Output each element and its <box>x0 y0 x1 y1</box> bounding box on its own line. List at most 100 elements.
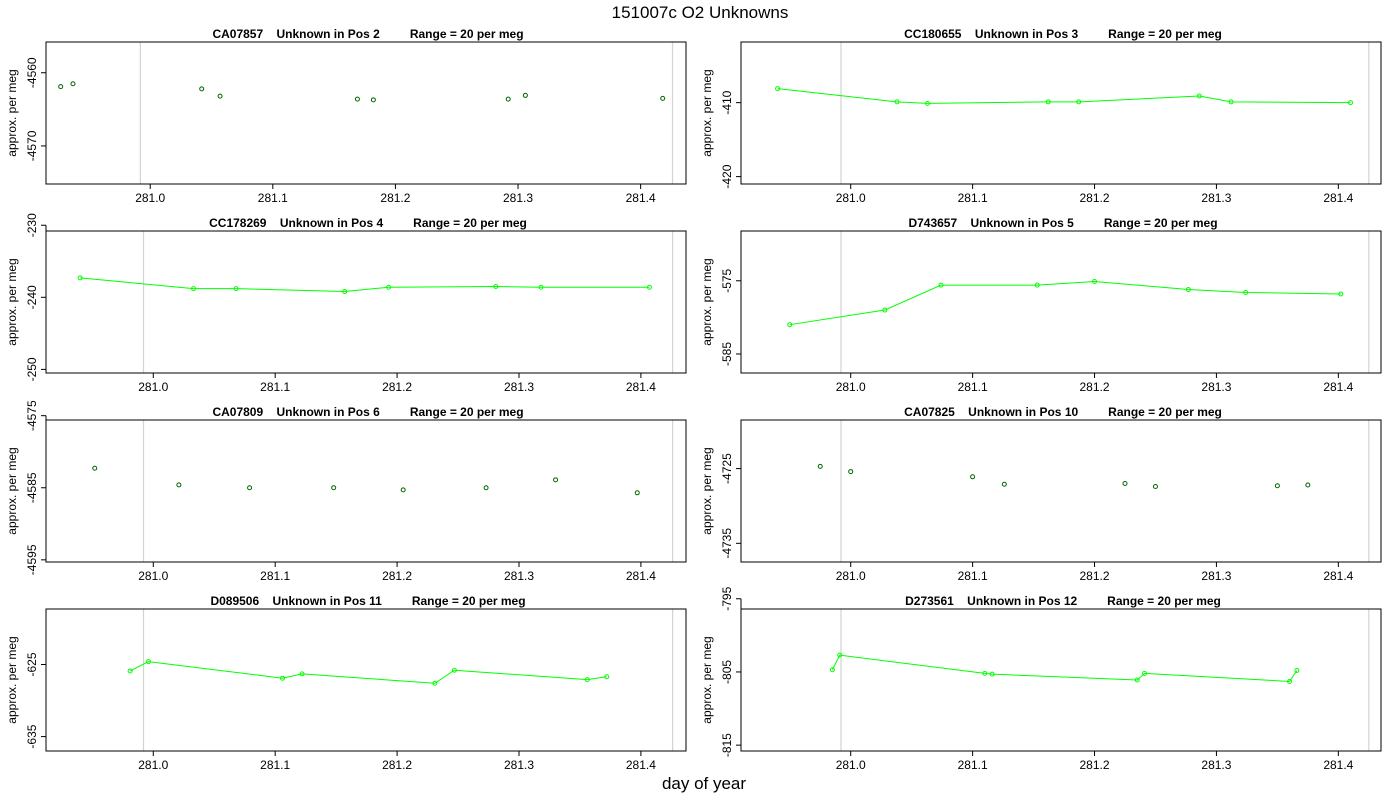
x-tick-label: 281.0 <box>836 758 866 772</box>
y-tick-label: -230 <box>25 213 39 237</box>
data-point <box>660 95 666 101</box>
data-point <box>1142 670 1148 676</box>
data-point <box>1305 482 1311 488</box>
y-axis-label: approx. per meg <box>700 258 714 345</box>
x-tick-label: 281.0 <box>836 380 866 394</box>
panel-4: D743657 Unknown in Pos 5 Range = 20 per … <box>700 216 1382 394</box>
y-tick-label: -815 <box>720 733 734 757</box>
data-point <box>787 322 793 328</box>
data-point <box>1076 99 1082 105</box>
data-point <box>970 474 976 480</box>
data-point <box>1274 483 1280 489</box>
x-tick-label: 281.2 <box>382 569 412 583</box>
panel-5: CA07809 Unknown in Pos 6 Range = 20 per … <box>5 400 687 583</box>
data-point <box>538 284 544 290</box>
y-tick-label: -420 <box>720 164 734 188</box>
data-point <box>58 84 64 90</box>
x-tick-label: 281.0 <box>836 569 866 583</box>
data-point <box>522 92 528 98</box>
x-tick-label: 281.0 <box>138 569 168 583</box>
y-tick-label: -4570 <box>25 130 39 161</box>
data-point <box>432 680 438 686</box>
panel-title: CC180655 Unknown in Pos 3 Range = 20 per… <box>904 27 1222 41</box>
data-point <box>354 96 360 102</box>
data-point <box>145 659 151 665</box>
y-tick-label: -4595 <box>25 544 39 575</box>
data-point <box>1034 282 1040 288</box>
x-tick-label: 281.1 <box>958 380 988 394</box>
data-point <box>217 93 223 99</box>
data-point <box>176 482 182 488</box>
panel-1: CA07857 Unknown in Pos 2 Range = 20 per … <box>5 27 687 205</box>
data-point <box>386 284 392 290</box>
x-tick-label: 281.2 <box>382 758 412 772</box>
x-tick-label: 281.1 <box>958 191 988 205</box>
data-point <box>584 677 590 683</box>
x-tick-label: 281.4 <box>1323 191 1353 205</box>
series-line <box>129 661 607 684</box>
data-point <box>775 86 781 92</box>
y-axis-label: approx. per meg <box>5 447 19 534</box>
x-tick-label: 281.2 <box>380 191 410 205</box>
panel-title: CA07825 Unknown in Pos 10 Range = 20 per… <box>904 405 1222 419</box>
data-point <box>199 86 205 92</box>
x-tick-label: 281.2 <box>1080 191 1110 205</box>
x-tick-label: 281.4 <box>626 758 656 772</box>
data-point <box>493 284 499 290</box>
panel-title: CC178269 Unknown in Pos 4 Range = 20 per… <box>209 216 527 230</box>
data-point <box>1152 484 1158 490</box>
plot-frame <box>740 419 1382 563</box>
data-point <box>1294 667 1300 673</box>
data-point <box>1287 678 1293 684</box>
y-tick-label: -575 <box>720 268 734 292</box>
y-tick-label: -4585 <box>25 472 39 503</box>
x-tick-label: 281.2 <box>382 380 412 394</box>
data-point <box>882 307 888 313</box>
x-tick-label: 281.1 <box>260 569 290 583</box>
plot-frame <box>740 608 1382 752</box>
data-point <box>1338 291 1344 297</box>
data-point <box>989 671 995 677</box>
data-point <box>1134 677 1140 683</box>
panel-title: CA07809 Unknown in Pos 6 Range = 20 per … <box>212 405 523 419</box>
data-point <box>505 96 511 102</box>
data-point <box>1185 287 1191 293</box>
y-tick-label: -4735 <box>720 528 734 559</box>
series-line <box>777 88 1351 104</box>
data-point <box>342 289 348 295</box>
x-tick-label: 281.4 <box>1323 758 1353 772</box>
data-point <box>646 284 652 290</box>
data-point <box>279 675 285 681</box>
data-point <box>233 286 239 292</box>
data-point <box>247 485 253 491</box>
y-axis-label: approx. per meg <box>5 69 19 156</box>
panel-title: D273561 Unknown in Pos 12 Range = 20 per… <box>905 594 1221 608</box>
y-tick-label: -625 <box>25 652 39 676</box>
y-axis-label: approx. per meg <box>700 447 714 534</box>
data-point <box>191 286 197 292</box>
data-point <box>1122 481 1128 487</box>
data-point <box>1092 279 1098 285</box>
x-tick-label: 281.0 <box>836 191 866 205</box>
panel-3: CC178269 Unknown in Pos 4 Range = 20 per… <box>5 213 687 394</box>
y-tick-label: -240 <box>25 285 39 309</box>
x-tick-label: 281.4 <box>1323 569 1353 583</box>
x-tick-label: 281.0 <box>138 380 168 394</box>
plot-frame <box>740 41 1382 185</box>
data-point <box>1196 93 1202 99</box>
data-point <box>1001 481 1007 487</box>
x-tick-label: 281.3 <box>504 380 534 394</box>
y-axis-label: approx. per meg <box>5 258 19 345</box>
y-tick-label: -805 <box>720 660 734 684</box>
series-line <box>831 654 1298 682</box>
y-axis-label: approx. per meg <box>700 636 714 723</box>
x-tick-label: 281.1 <box>260 380 290 394</box>
panel-7: D089506 Unknown in Pos 11 Range = 20 per… <box>5 594 687 772</box>
y-tick-label: -585 <box>720 342 734 366</box>
y-tick-label: -250 <box>25 357 39 381</box>
data-point <box>483 485 489 491</box>
x-tick-label: 281.3 <box>1201 380 1231 394</box>
data-point <box>1228 99 1234 105</box>
